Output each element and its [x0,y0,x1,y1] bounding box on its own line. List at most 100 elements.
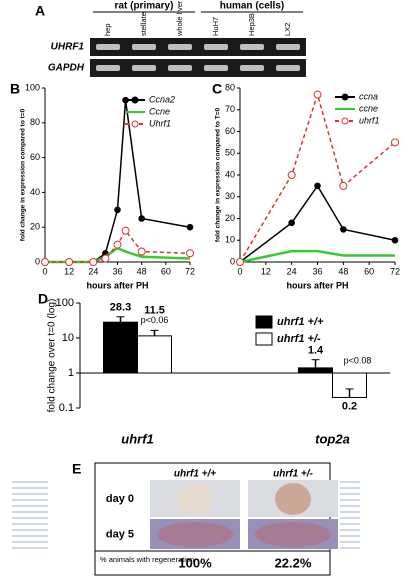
point [41,258,49,266]
value-label: 11.5 [144,304,165,316]
y-tick-label: 60 [225,126,235,136]
bar [103,321,138,374]
x-tick-label: 36 [112,266,122,276]
point [287,171,296,179]
lane-label: stellate [139,12,148,36]
y-tick-label: 30 [225,191,235,201]
point [137,247,146,256]
point [391,138,399,147]
gel-band [204,44,228,50]
gel-group: rat (primary) [115,1,174,12]
gel-band [240,44,264,50]
row-label: UHRF1 [51,42,85,53]
legend-marker [131,96,139,104]
value-label: 1.4 [308,345,324,357]
point [65,258,74,266]
legend-swatch [255,315,273,329]
legend-label: uhrf1 +/+ [277,316,324,328]
panel-label: D [38,291,48,307]
gel-band [132,44,156,50]
lane-label: HuH7 [211,17,220,36]
lane-label: LX2 [283,23,292,36]
gel-band [276,65,300,71]
row-label: day 5 [106,528,134,540]
x-tick-label: 12 [261,266,271,276]
x-tick-label: 60 [364,266,374,276]
point [391,236,399,244]
point [313,90,322,99]
panel-label: C [212,81,222,97]
y-tick-label: 20 [225,213,235,223]
liver [255,522,331,547]
lane-label: hep [103,23,112,36]
x-tick-label: 24 [287,266,297,276]
point [314,182,321,190]
x-tick-label: uhrf1 [121,431,154,446]
x-tick-label: 48 [338,266,348,276]
x-tick-label: 60 [161,266,171,276]
y-tick-label: 10 [62,332,74,344]
x-tick-label: 0 [237,266,242,276]
x-tick-label: 72 [390,266,400,276]
y-tick-label: 40 [225,169,235,179]
legend-swatch [255,332,273,346]
gel-band [132,65,156,71]
lane-label: whole liver [175,0,184,37]
y-tick-label: 100 [25,82,40,92]
y-tick-label: 0.1 [59,402,74,414]
y-tick-label: 80 [30,117,40,127]
gel-band [96,65,120,71]
value-label: 28.3 [110,302,131,314]
y-tick-label: 60 [30,152,40,162]
point [89,258,98,266]
legend-marker [341,117,349,125]
panel-label: E [72,461,81,477]
point [113,240,122,249]
legend-marker [131,120,139,128]
point [186,223,194,231]
y-tick-label: 0 [35,256,40,266]
y-axis-label: fold change in expression compared to T=… [215,108,222,243]
x-axis-label: hours after PH [86,280,148,290]
legend-label: ccne [359,103,378,113]
x-tick-label: 12 [64,266,74,276]
legend-label: Ccne [149,106,170,116]
footer-value: 22.2% [275,555,312,570]
point [339,181,348,190]
gel-band [240,65,264,71]
y-tick-label: 40 [30,187,40,197]
point [121,226,130,235]
footer-value: 100% [178,555,212,570]
gel-band [96,44,120,50]
point [114,206,121,214]
x-tick-label: 48 [137,266,147,276]
x-tick-label: 36 [312,266,322,276]
x-tick-label: 0 [42,266,47,276]
panel-label: A [35,3,45,19]
point [340,226,347,233]
legend-label: Ccna2 [149,94,175,104]
column-header: uhrf1 +/+ [174,469,216,480]
gel-band [168,65,192,71]
y-tick-label: 0 [230,256,235,266]
y-tick-label: 70 [225,104,235,114]
bar [137,335,172,374]
point [101,254,110,263]
x-tick-label: top2a [315,431,350,446]
liver [177,483,213,515]
gel-band [276,44,300,50]
gel-group: human (cells) [220,1,284,12]
gel-band [168,44,192,50]
bar [298,367,333,374]
series-line [45,229,191,263]
point [138,215,145,222]
point [186,249,194,258]
x-axis-label: hours after PH [286,280,348,290]
panel-label: B [10,81,20,97]
row-label: day 0 [106,493,134,505]
y-tick-label: 10 [225,235,235,245]
annotation: p<0.06 [141,315,169,325]
lane-label: Hep3B [247,13,256,36]
point [288,219,295,227]
